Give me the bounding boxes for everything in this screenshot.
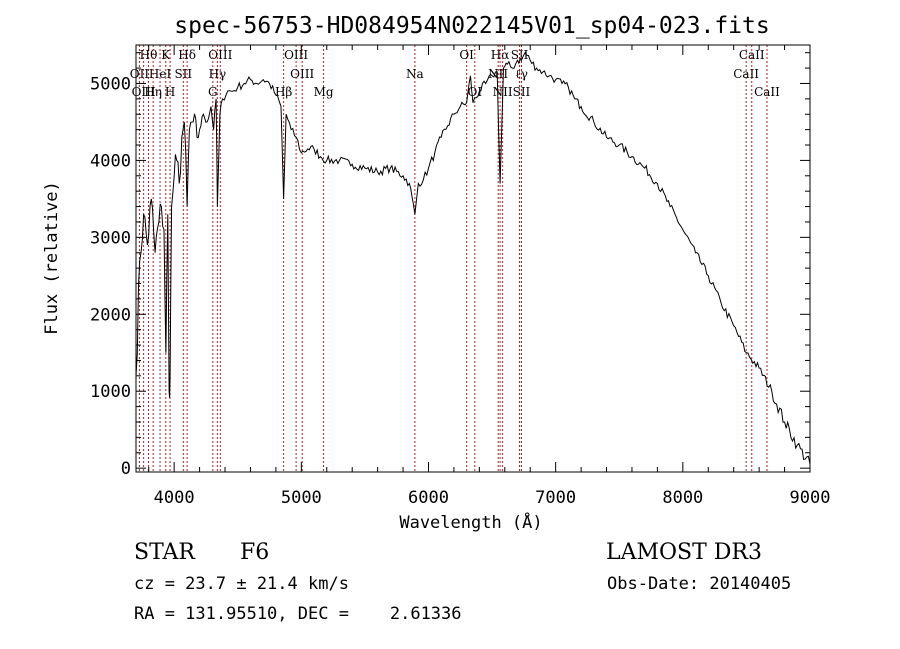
spectral-line-label: CaII (754, 85, 780, 99)
object-class: STAR (134, 540, 195, 565)
spectral-line-label: OIII (208, 48, 232, 62)
x-tick-label: 9000 (790, 488, 831, 508)
spectral-line-label: Hθ (140, 48, 158, 62)
spectral-line-label: Mg (314, 85, 334, 99)
spectral-line-label: Hγ (209, 67, 227, 81)
spectral-line-label: OIII (284, 48, 308, 62)
redshift-readout: cz = 23.7 ± 21.4 km/s (134, 574, 349, 594)
plot-frame (135, 44, 811, 473)
spectral-line-label: K (161, 48, 171, 62)
spectral-line-label: Hη (144, 85, 162, 99)
x-tick-label: 4000 (154, 488, 195, 508)
y-axis-label: Flux (relative) (42, 181, 62, 335)
spectral-line-label: HeI (149, 67, 172, 81)
spectral-line-label: Na (406, 67, 424, 81)
spectral-line-label: Hδ (178, 48, 196, 62)
y-tick-label: 1000 (90, 382, 131, 402)
spectral-line-label: OII (130, 67, 150, 81)
axis-ticks: 4000 5000 6000 7000 8000 9000 0 1000 2000 3000 400… (90, 45, 830, 508)
x-axis-label: Wavelength (Å) (399, 511, 542, 533)
spectral-line-label: NII (488, 67, 508, 81)
spectral-line-label: CaII (733, 67, 759, 81)
spectral-line-label: Hα (491, 48, 510, 62)
y-tick-label: 4000 (90, 151, 131, 171)
y-tick-label: 5000 (90, 74, 131, 94)
spectral-line-label: OIII (290, 67, 314, 81)
spectral-line-label: SII (174, 67, 192, 81)
spectral-line-markers: Hθ OII OIII K HeI Hη Hδ SII H OIII Hγ G OIII OIII Hβ Mg… (130, 45, 780, 472)
coordinates-readout: RA = 131.95510, DEC = 2.61336 (134, 604, 462, 624)
survey-name: LAMOST DR3 (606, 540, 762, 565)
object-subclass: F6 (240, 540, 270, 565)
x-tick-label: 7000 (535, 488, 576, 508)
spectral-line-label: G (208, 85, 218, 99)
y-tick-label: 0 (121, 459, 131, 479)
y-tick-label: 3000 (90, 228, 131, 248)
spectrum-line (135, 51, 811, 465)
x-tick-label: 8000 (662, 488, 703, 508)
spectral-line-label: SII (511, 48, 529, 62)
spectral-line-label: CaII (739, 48, 765, 62)
chart-title: spec-56753-HD084954N022145V01_sp04-023.f… (174, 13, 769, 39)
spectral-line-label: OIII (132, 85, 156, 99)
x-tick-label: 5000 (281, 488, 322, 508)
spectral-line-label: OI (467, 85, 482, 99)
spectral-line-label: H (165, 85, 175, 99)
y-tick-label: 2000 (90, 305, 131, 325)
x-tick-label: 6000 (408, 488, 449, 508)
spectral-line-label: OI (459, 48, 474, 62)
spectral-line-label: SII (513, 85, 531, 99)
observation-date: Obs-Date: 20140405 (607, 574, 792, 594)
spectral-line-label: Hβ (275, 85, 292, 99)
